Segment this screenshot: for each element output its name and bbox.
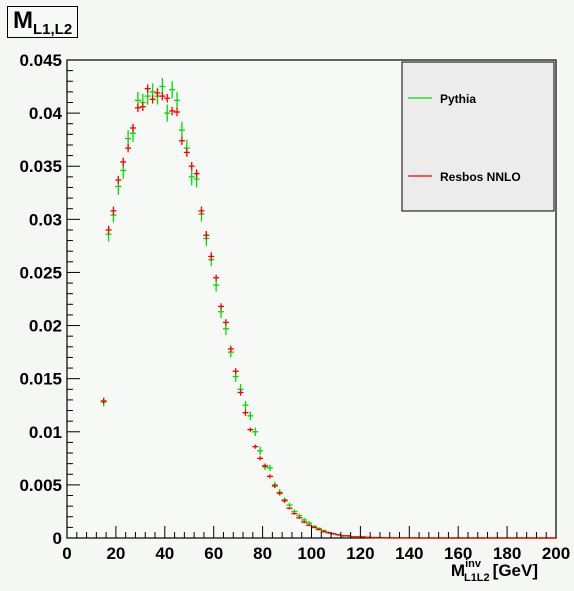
data-point (115, 175, 122, 185)
x-tick-label: 160 (444, 544, 472, 563)
data-point (198, 206, 205, 216)
data-point (169, 81, 176, 99)
x-tick-label: 60 (204, 544, 223, 563)
data-point (252, 427, 259, 437)
x-axis-label: Minv L1L2 [GeV] (450, 558, 552, 584)
data-point (120, 157, 127, 167)
x-tick-label: 200 (542, 544, 570, 563)
legend-entry: Resbos NNLO (408, 170, 521, 184)
x-axis-label-sup: inv (465, 558, 481, 570)
data-point (208, 252, 215, 261)
legend-label: Pythia (440, 92, 476, 106)
data-point (169, 106, 176, 116)
data-point (320, 530, 327, 533)
legend-entry: Pythia (408, 92, 476, 106)
data-point (100, 397, 107, 405)
data-point (218, 303, 225, 310)
chart-title-main: M (13, 7, 33, 34)
x-axis-label-main: M (450, 561, 466, 580)
x-tick-label: 40 (155, 544, 174, 563)
y-tick-label: 0.015 (19, 370, 62, 389)
data-point (174, 91, 181, 109)
data-point (247, 411, 254, 421)
data-point (174, 107, 181, 117)
y-tick-label: 0.035 (19, 157, 62, 176)
data-point (139, 102, 146, 111)
data-point (286, 502, 293, 508)
data-point (266, 474, 273, 479)
data-point (178, 136, 185, 145)
x-tick-label: 140 (395, 544, 423, 563)
chart-title: ML1,L2 (7, 6, 79, 38)
data-point (188, 168, 195, 186)
x-tick-label: 20 (106, 544, 125, 563)
data-point (164, 104, 171, 122)
data-point (296, 516, 303, 519)
data-point (227, 345, 234, 353)
x-axis-label-sub: L1L2 (463, 572, 490, 584)
data-point (159, 91, 166, 101)
data-point (315, 528, 322, 531)
data-point (291, 512, 298, 515)
data-point (193, 169, 200, 178)
legend-box (401, 61, 555, 212)
y-tick-label: 0 (53, 529, 62, 548)
data-point (130, 123, 137, 133)
data-point (203, 231, 210, 240)
data-point (213, 274, 220, 281)
x-axis-label-unit: [GeV] (492, 561, 538, 580)
x-tick-label: 0 (62, 544, 71, 563)
data-point (125, 143, 132, 153)
data-point (257, 456, 264, 461)
data-point (262, 463, 269, 468)
y-tick-label: 0.01 (29, 423, 62, 442)
legend: Pythia Resbos NNLO (401, 61, 555, 212)
y-tick-label: 0.005 (19, 476, 62, 495)
data-point (149, 95, 156, 104)
axes: 0 20 40 60 80 100 120 140 160 180 200 0 0.005 0.01 0.0… (19, 51, 570, 563)
data-point (281, 498, 288, 503)
x-tick-label: 120 (346, 544, 374, 563)
y-tick-label: 0.045 (19, 51, 62, 70)
data-point (242, 409, 249, 416)
legend-label: Resbos NNLO (440, 170, 521, 184)
data-point (178, 121, 185, 139)
data-point (271, 483, 278, 489)
data-point (276, 491, 283, 496)
x-tick-label: 80 (253, 544, 272, 563)
data-point (183, 148, 190, 157)
x-tick-label: 100 (297, 544, 325, 563)
data-point (110, 206, 117, 216)
data-point (188, 161, 195, 171)
data-point (301, 521, 308, 524)
data-point (134, 103, 141, 113)
data-point (232, 368, 239, 375)
data-point (242, 400, 249, 410)
y-tick-label: 0.02 (29, 317, 62, 336)
data-point (252, 444, 259, 449)
x-tick-label: 180 (493, 544, 521, 563)
y-tick-label: 0.04 (29, 104, 63, 123)
data-point (105, 225, 112, 235)
data-point (222, 319, 229, 326)
data-point (154, 88, 161, 98)
data-point (247, 427, 254, 432)
y-tick-label: 0.025 (19, 263, 62, 282)
data-point (144, 84, 151, 93)
y-tick-label: 0.03 (29, 210, 62, 229)
data-point (257, 446, 264, 456)
data-point (306, 524, 313, 527)
data-point (286, 507, 293, 510)
data-point (266, 464, 273, 472)
data-point (164, 93, 171, 103)
chart-title-sub: L1,L2 (33, 21, 73, 38)
data-point (237, 389, 244, 396)
